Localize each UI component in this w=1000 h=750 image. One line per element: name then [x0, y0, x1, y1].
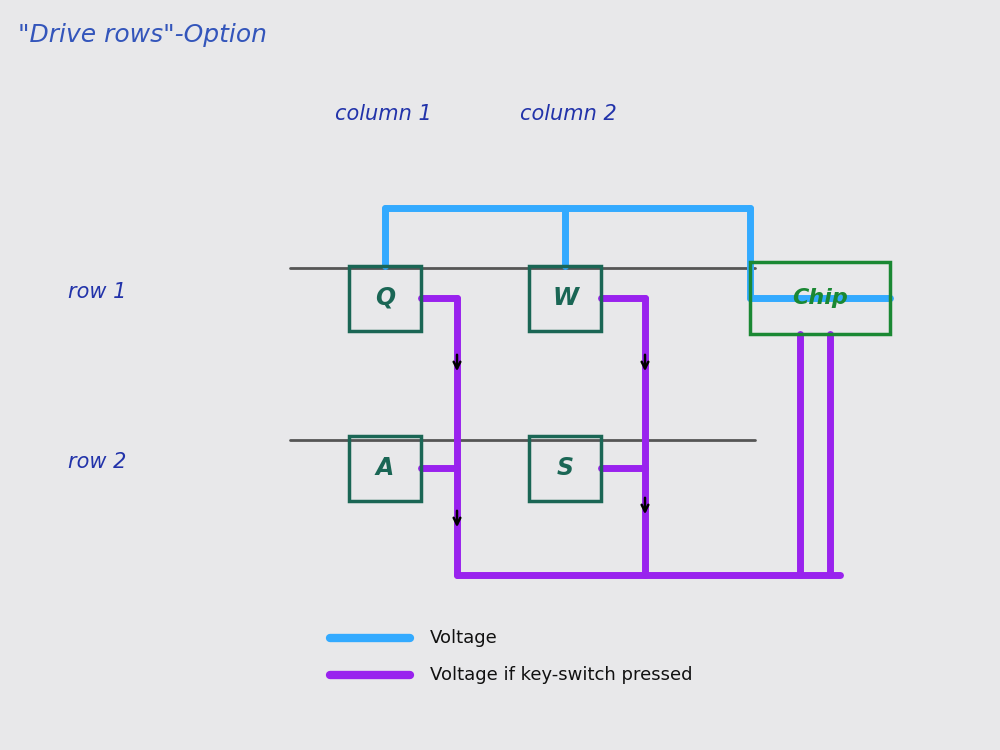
- Bar: [349, 436, 421, 500]
- Text: S: S: [556, 456, 574, 480]
- Text: row 1: row 1: [68, 282, 126, 302]
- Text: Chip: Chip: [792, 288, 848, 308]
- Text: column 2: column 2: [520, 104, 617, 124]
- Text: Voltage: Voltage: [430, 629, 498, 647]
- Text: row 2: row 2: [68, 452, 126, 472]
- Text: Voltage if key-switch pressed: Voltage if key-switch pressed: [430, 666, 692, 684]
- Bar: [750, 262, 890, 334]
- Text: Q: Q: [375, 286, 395, 310]
- Bar: [529, 436, 601, 500]
- Text: "Drive rows"-Option: "Drive rows"-Option: [18, 23, 267, 47]
- Text: W: W: [552, 286, 578, 310]
- Bar: [349, 266, 421, 331]
- Text: column 1: column 1: [335, 104, 432, 124]
- Bar: [529, 266, 601, 331]
- Text: A: A: [376, 456, 394, 480]
